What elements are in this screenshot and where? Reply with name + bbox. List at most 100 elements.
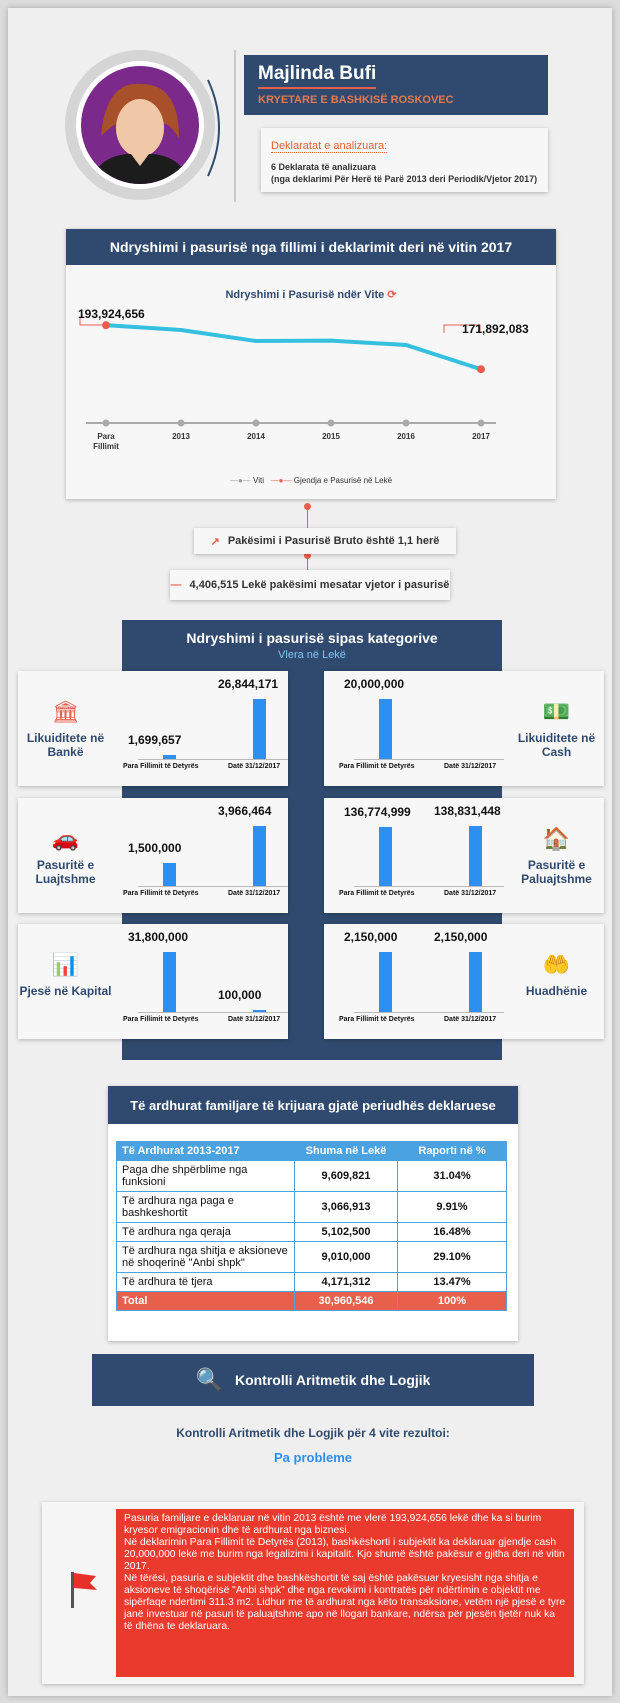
person-photo-icon	[81, 66, 199, 184]
category-name: Huadhënie	[525, 984, 588, 998]
avatar	[76, 61, 204, 189]
category-card: 🚗 Pasuritë e Luajtshme 1,500,000 Para Filli…	[18, 798, 288, 913]
cash-icon: 💵	[542, 699, 571, 724]
table-cell: Të ardhura nga shitja e aksioneve në sho…	[116, 1241, 295, 1273]
category-card: 🤲 Huadhënie 2,150,000 Para Fillimit të Dety…	[324, 924, 604, 1039]
x-tick-label: 2015	[322, 432, 340, 441]
legend-year-marker: —●—	[229, 476, 251, 485]
after-axis-label: Datë 31/12/2017	[444, 1016, 497, 1023]
category-name: Pjesë në Kapital	[19, 984, 112, 998]
after-axis-label: Datë 31/12/2017	[228, 890, 281, 897]
before-bar	[163, 755, 176, 759]
table-row: Të ardhura të tjera 4,171,312 13.47%	[116, 1272, 507, 1292]
table-cell: 9.91%	[397, 1191, 507, 1223]
connector-dot-2	[304, 552, 311, 559]
note-paragraph-2: Në deklarimin Para Fillimit të Detyrës (…	[124, 1537, 565, 1572]
summary-line-2: 4,406,515 Lekë pakësimi mesatar vjetor i…	[189, 579, 450, 591]
after-value: 138,831,448	[434, 804, 501, 818]
axis-point	[102, 419, 110, 427]
before-value: 1,699,657	[128, 733, 182, 748]
name-banner: Majlinda Bufi KRYETARE E BASHKISË ROSKOV…	[244, 55, 548, 115]
before-value: 1,500,000	[128, 841, 182, 856]
col-header: Të Ardhurat 2013-2017	[116, 1141, 295, 1161]
axis-point	[252, 419, 260, 427]
house-icon: 🏠	[542, 826, 571, 851]
income-header: Të ardhurat familjare të krijuara gjatë …	[108, 1086, 518, 1124]
label-leader	[79, 317, 106, 326]
x-tick-label: 2016	[397, 432, 415, 441]
flag-icon	[71, 1572, 97, 1608]
after-bar	[469, 952, 482, 1012]
after-value: 2,150,000	[434, 930, 488, 944]
table-cell: 9,010,000	[294, 1241, 398, 1273]
bar-baseline	[138, 1012, 288, 1013]
axis-point	[477, 419, 485, 427]
table-cell: Të ardhura të tjera	[116, 1272, 295, 1292]
before-bar	[163, 952, 176, 1012]
income-rows: Paga dhe shpërblime nga funksioni 9,609,8…	[116, 1160, 507, 1292]
axis-point	[177, 419, 185, 427]
before-axis-label: Para Fillimit të Detyrës	[123, 1016, 199, 1023]
category-card: 🏠 Pasuritë e Paluajtshme 136,774,999 Para F…	[324, 798, 604, 913]
summary-box-1: ↗ Pakësimi i Pasurisë Bruto është 1,1 her…	[194, 528, 456, 554]
income-table-head: Të Ardhurat 2013-2017 Shuma në Lekë Rapo…	[116, 1141, 507, 1161]
bar-baseline	[354, 759, 504, 760]
last-value-label: 171,892,083	[462, 322, 529, 336]
category-name: Likuiditete në Bankë	[26, 731, 105, 759]
declarations-count: 6 Deklarata të analizuara	[271, 162, 377, 172]
before-bar	[163, 863, 176, 886]
refresh-icon: ⟳	[387, 289, 397, 301]
table-cell: 31.04%	[397, 1160, 507, 1192]
table-cell: 9,609,821	[294, 1160, 398, 1192]
declarations-title: Deklaratat e analizuara:	[271, 140, 388, 153]
before-value: 136,774,999	[344, 804, 411, 819]
chart-icon: 📊	[51, 952, 80, 977]
col-header: Shuma në Lekë	[294, 1141, 398, 1161]
table-cell: 29.10%	[397, 1241, 507, 1273]
categories-header: Ndryshimi i pasurisë sipas kategorive	[186, 630, 438, 646]
table-cell: 4,171,312	[294, 1272, 398, 1292]
connector-dot-1	[304, 503, 311, 510]
control-text: Kontrolli Aritmetik dhe Logjik për 4 vit…	[176, 1426, 450, 1440]
before-axis-label: Para Fillimit të Detyrës	[339, 890, 415, 897]
legend-series-label: Gjendja e Pasurisë në Lekë	[293, 476, 393, 485]
label-leader	[443, 324, 481, 333]
bracket-decoration	[207, 79, 220, 177]
table-row: Të ardhura nga shitja e aksioneve në sho…	[116, 1241, 507, 1273]
legend-year-label: Viti	[253, 476, 264, 485]
category-name: Pasuritë e Luajtshme	[35, 858, 96, 886]
series-line	[105, 323, 482, 372]
table-row: Të ardhura nga qeraja 5,102,500 16.48%	[116, 1222, 507, 1242]
before-axis-label: Para Fillimit të Detyrës	[339, 1016, 415, 1023]
page: Majlinda Bufi KRYETARE E BASHKISË ROSKOV…	[8, 8, 612, 1696]
person-role: KRYETARE E BASHKISË ROSKOVEC	[258, 94, 454, 106]
declarations-range: (nga deklarimi Për Herë të Parë 2013 der…	[271, 174, 538, 184]
person-name: Majlinda Bufi	[258, 63, 377, 89]
wealth-legend: —●— Viti —●— Gjendja e Pasurisë në Lekë	[66, 476, 556, 485]
x-tick-label: 2017	[472, 432, 490, 441]
after-bar	[253, 1010, 266, 1012]
after-value: 26,844,171	[218, 677, 279, 691]
wealth-chart-title: Ndryshimi i Pasurisë ndër Vite ⟳	[66, 288, 556, 301]
table-row: Të ardhura nga paga e bashkeshortit 3,066…	[116, 1191, 507, 1223]
first-value-label: 193,924,656	[78, 307, 145, 321]
total-percent: 100%	[397, 1291, 507, 1311]
bank-icon: 🏛	[51, 699, 80, 724]
table-cell: 16.48%	[397, 1222, 507, 1242]
after-axis-label: Datë 31/12/2017	[228, 763, 281, 770]
category-card: 📊 Pjesë në Kapital 31,800,000 Para Fillimit…	[18, 924, 288, 1039]
x-tick-label: Para	[97, 432, 115, 441]
table-cell: 13.47%	[397, 1272, 507, 1292]
control-header: 🔍 Kontrolli Aritmetik dhe Logjik	[92, 1354, 534, 1406]
before-axis-label: Para Fillimit të Detyrës	[339, 763, 415, 770]
wealth-section	[66, 229, 556, 499]
bar-baseline	[354, 1012, 504, 1013]
before-bar	[379, 699, 392, 759]
bar-baseline	[354, 886, 504, 887]
wealth-header: Ndryshimi i pasurisë nga fillimi i dekla…	[66, 229, 556, 265]
before-bar	[379, 826, 392, 886]
legend-series-marker: —●—	[270, 476, 292, 485]
after-bar	[253, 826, 266, 886]
income-total-row: Total 30,960,546 100%	[116, 1291, 507, 1311]
